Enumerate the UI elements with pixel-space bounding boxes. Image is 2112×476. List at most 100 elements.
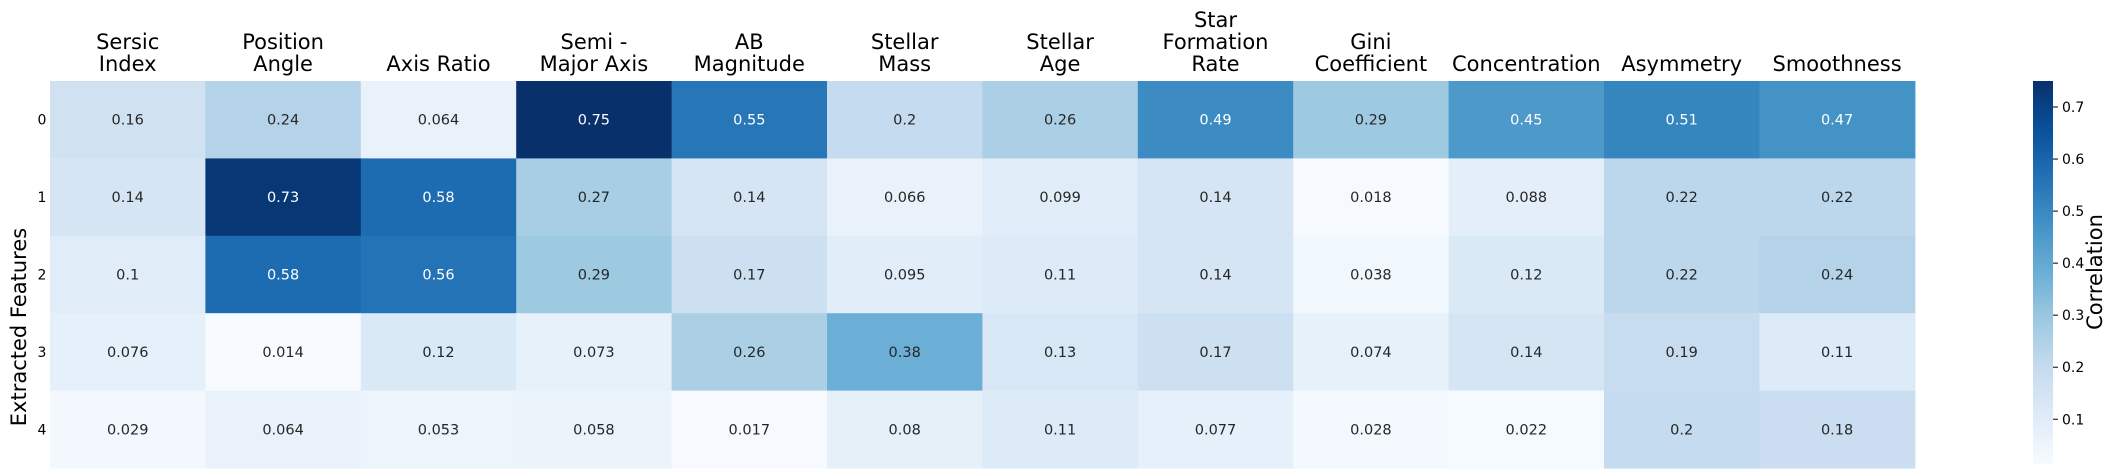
heatmap-cell xyxy=(1293,313,1450,392)
cell-value-label: 0.58 xyxy=(422,190,454,206)
cell-value-label: 0.038 xyxy=(1350,268,1392,284)
column-label-line: Index xyxy=(99,52,157,76)
cell-value-label: 0.022 xyxy=(1506,422,1548,438)
column-label: Semi -Major Axis xyxy=(540,30,649,76)
heatmap-cell xyxy=(516,235,673,314)
colorbar-tick-label: 0.7 xyxy=(2062,100,2084,116)
heatmap-cell xyxy=(1604,313,1760,392)
cell-value-label: 0.058 xyxy=(573,422,615,438)
column-label: Gini Coefficient xyxy=(1315,30,1428,76)
heatmap-cell xyxy=(827,158,983,237)
heatmap-cell xyxy=(827,390,983,469)
heatmap-cell xyxy=(671,390,828,469)
heatmap-cell xyxy=(516,313,673,392)
heatmap-cell xyxy=(1137,390,1294,469)
heatmap-cell xyxy=(671,81,828,159)
heatmap-cell xyxy=(1293,235,1450,314)
cell-value-label: 0.29 xyxy=(578,268,610,284)
column-label-line: Smoothness xyxy=(1773,52,1902,76)
column-label-line: Coefficient xyxy=(1315,52,1428,76)
heatmap-cell xyxy=(205,81,362,159)
cell-value-label: 0.29 xyxy=(1355,113,1387,129)
column-label-line: Star xyxy=(1194,8,1237,32)
colorbar-ticks: 0.1 0.2 0.3 0.4 0.5 0.6 0.7 xyxy=(2053,100,2084,428)
colorbar-tick-label: 0.4 xyxy=(2062,256,2084,272)
cell-value-label: 0.19 xyxy=(1666,345,1698,361)
heatmap-cell xyxy=(1604,390,1760,469)
cell-value-label: 0.088 xyxy=(1506,190,1548,206)
y-axis-title: Extracted Features xyxy=(7,228,31,426)
row-label: 0 xyxy=(38,113,47,129)
heatmap-cell xyxy=(1293,158,1450,237)
cell-value-label: 0.11 xyxy=(1044,422,1076,438)
cell-value-label: 0.16 xyxy=(112,113,144,129)
heatmap-cell xyxy=(516,390,673,469)
heatmap-cell xyxy=(205,313,362,392)
cell-value-label: 0.22 xyxy=(1666,190,1698,206)
column-label-line: Formation xyxy=(1163,30,1269,54)
cell-value-label: 0.095 xyxy=(884,268,926,284)
cell-value-label: 0.22 xyxy=(1821,190,1853,206)
cell-value-label: 0.014 xyxy=(262,345,304,361)
column-label-line: Rate xyxy=(1191,52,1239,76)
column-label: Stellar Age xyxy=(1026,30,1094,76)
column-label-line: Sersic xyxy=(96,30,159,54)
heatmap-cell xyxy=(1604,235,1760,314)
heatmap-cell xyxy=(1448,158,1605,237)
row-label: 3 xyxy=(38,345,47,361)
heatmap-cell xyxy=(671,158,828,237)
cell-value-label: 0.27 xyxy=(578,190,610,206)
cell-value-label: 0.26 xyxy=(733,345,765,361)
cell-value-label: 0.029 xyxy=(107,422,149,438)
heatmap-cell xyxy=(205,390,362,469)
heatmap-cell xyxy=(50,158,206,237)
column-label: Star Formation Rate xyxy=(1163,8,1269,76)
heatmap-cell xyxy=(360,158,517,237)
cell-value-label: 0.24 xyxy=(267,113,299,129)
cell-value-label: 0.13 xyxy=(1044,345,1076,361)
heatmap-cell xyxy=(360,235,517,314)
column-label: Asymmetry xyxy=(1621,52,1742,76)
heatmap-cell xyxy=(1759,81,1916,159)
heatmap-cell xyxy=(360,313,517,392)
cell-value-label: 0.073 xyxy=(573,345,615,361)
heatmap-cell xyxy=(1448,390,1605,469)
colorbar-gradient xyxy=(2033,81,2053,464)
heatmap-cell xyxy=(50,313,206,392)
cell-value-labels: 0.16 0.24 0.064 0.75 0.55 0.2 0.26 0.49 0.29 0.45… xyxy=(107,113,1853,439)
cell-value-label: 0.73 xyxy=(267,190,299,206)
cell-value-label: 0.076 xyxy=(107,345,149,361)
column-label-line: Stellar xyxy=(1026,30,1094,54)
column-label-line: Concentration xyxy=(1452,52,1601,76)
cell-value-label: 0.51 xyxy=(1666,113,1698,129)
heatmap-cell xyxy=(827,81,983,159)
cell-value-label: 0.18 xyxy=(1821,422,1853,438)
heatmap-cell xyxy=(205,158,362,237)
column-label: Smoothness xyxy=(1773,52,1902,76)
cell-value-label: 0.14 xyxy=(1199,268,1231,284)
heatmap-cell xyxy=(982,313,1139,392)
colorbar-tick-label: 0.1 xyxy=(2062,412,2084,428)
column-label-line: Semi - xyxy=(561,30,628,54)
column-label: Axis Ratio xyxy=(386,52,490,76)
cell-value-label: 0.14 xyxy=(112,190,144,206)
cell-value-label: 0.75 xyxy=(578,113,610,129)
heatmap-cell xyxy=(1759,390,1916,469)
cell-value-label: 0.56 xyxy=(422,268,454,284)
column-label-line: Gini xyxy=(1350,30,1391,54)
heatmap-cell xyxy=(1604,81,1760,159)
colorbar-tick-label: 0.3 xyxy=(2062,308,2084,324)
cell-value-label: 0.12 xyxy=(422,345,454,361)
heatmap-cell xyxy=(982,158,1139,237)
heatmap-cell xyxy=(1137,81,1294,159)
cell-value-label: 0.55 xyxy=(733,113,765,129)
heatmap-cell xyxy=(1604,158,1760,237)
heatmap-cell xyxy=(50,235,206,314)
colorbar-tick-label: 0.6 xyxy=(2062,152,2084,168)
cell-value-label: 0.14 xyxy=(1199,190,1231,206)
cell-value-label: 0.38 xyxy=(889,345,921,361)
colorbar-title: Correlation xyxy=(2083,214,2107,330)
cell-value-label: 0.064 xyxy=(262,422,304,438)
column-label-line: Stellar xyxy=(871,30,939,54)
column-labels: Sersic Index Position Angle Axis Ratio Semi -… xyxy=(96,8,1902,76)
